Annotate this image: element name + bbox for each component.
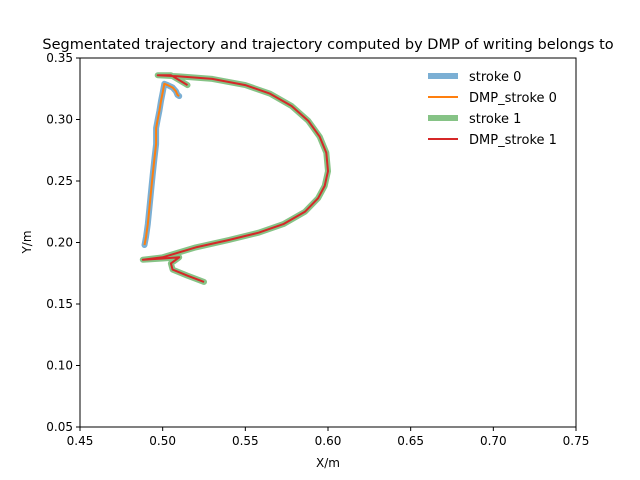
x-tick-label: 0.65 <box>397 434 424 448</box>
legend-label: DMP_stroke 0 <box>469 91 557 106</box>
y-axis-label: Y/m <box>20 230 34 254</box>
x-axis-label: X/m <box>316 456 340 470</box>
legend-label: stroke 1 <box>469 112 521 127</box>
series-line-dmp-stroke-0 <box>143 82 180 246</box>
x-tick-label: 0.55 <box>232 434 259 448</box>
x-tick-label: 0.45 <box>67 434 94 448</box>
chart-title: Segmentated trajectory and trajectory co… <box>42 37 613 53</box>
legend: stroke 0 DMP_stroke 0 stroke 1 DMP_stroke 1 <box>428 70 557 148</box>
x-tick-label: 0.60 <box>315 434 342 448</box>
x-tick-label: 0.75 <box>563 434 590 448</box>
y-axis: 0.05 0.10 0.15 0.20 0.25 0.30 0.35 <box>46 51 80 434</box>
series-line-dmp-stroke-1 <box>141 74 329 283</box>
x-tick-label: 0.50 <box>149 434 176 448</box>
y-tick-label: 0.30 <box>46 113 73 127</box>
y-tick-label: 0.10 <box>46 359 73 373</box>
series-layer <box>139 72 331 285</box>
legend-label: stroke 0 <box>469 70 521 85</box>
y-tick-label: 0.05 <box>46 420 73 434</box>
x-axis: 0.45 0.50 0.55 0.60 0.65 0.70 0.75 <box>67 427 590 448</box>
x-tick-label: 0.70 <box>480 434 507 448</box>
y-tick-label: 0.35 <box>46 51 73 65</box>
y-tick-label: 0.20 <box>46 236 73 250</box>
y-tick-label: 0.15 <box>46 297 73 311</box>
legend-label: DMP_stroke 1 <box>469 133 557 148</box>
y-tick-label: 0.25 <box>46 174 73 188</box>
